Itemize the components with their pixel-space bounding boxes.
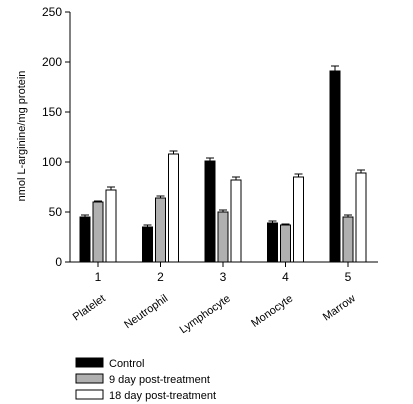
bar-neutrophil-series-2 <box>155 197 166 263</box>
x-tick-label: 5 <box>345 270 352 284</box>
bar-lymphocyte-series-3 <box>230 179 242 263</box>
bar-monocyte-series-1 <box>267 222 278 263</box>
bar-marrow-series-2 <box>342 216 354 263</box>
category-label: Lymphocyte <box>178 293 233 337</box>
bar-monocyte-series-3 <box>293 176 304 263</box>
bar-monocyte-series-2 <box>280 224 291 263</box>
y-tick-label: 150 <box>42 105 62 119</box>
y-tick-label: 0 <box>55 255 62 269</box>
category-label: Platelet <box>71 293 108 324</box>
y-tick-label: 200 <box>42 55 62 69</box>
legend: Control 9 day post-treatment 18 day post-t… <box>75 357 216 402</box>
category-label: Monocyte <box>249 293 295 330</box>
legend-swatch <box>75 389 104 400</box>
bar-platelet-series-3 <box>105 189 117 263</box>
category-label: Neutrophil <box>122 293 170 332</box>
category-label: Marrow <box>321 293 358 324</box>
bar-lymphocyte-series-2 <box>217 211 229 263</box>
legend-swatch <box>75 357 104 368</box>
bar-marrow-series-1 <box>329 70 341 263</box>
legend-label: Control <box>109 358 144 370</box>
bar-platelet-series-2 <box>92 201 104 263</box>
bar-platelet-series-1 <box>79 216 91 263</box>
y-tick-label: 100 <box>42 155 62 169</box>
y-tick-label: 50 <box>49 205 63 219</box>
legend-swatch <box>75 373 104 384</box>
bar-marrow-series-3 <box>355 172 367 263</box>
bar-neutrophil-series-3 <box>168 153 179 263</box>
x-tick-label: 2 <box>157 270 164 284</box>
legend-label: 9 day post-treatment <box>109 374 210 386</box>
x-tick-label: 4 <box>282 270 289 284</box>
plot-area: 0 50 100 150 200 250 1 Platelet 2 Neutrophil 3 Lymp… <box>42 5 378 336</box>
y-tick-label: 250 <box>42 5 62 19</box>
bar-neutrophil-series-1 <box>142 226 153 263</box>
x-tick-label: 3 <box>220 270 227 284</box>
y-axis-title: nmol L-arginine/mg protein <box>16 71 28 202</box>
x-tick-label: 1 <box>95 270 102 284</box>
bar-lymphocyte-series-1 <box>204 160 216 263</box>
legend-label: 18 day post-treatment <box>109 390 216 402</box>
